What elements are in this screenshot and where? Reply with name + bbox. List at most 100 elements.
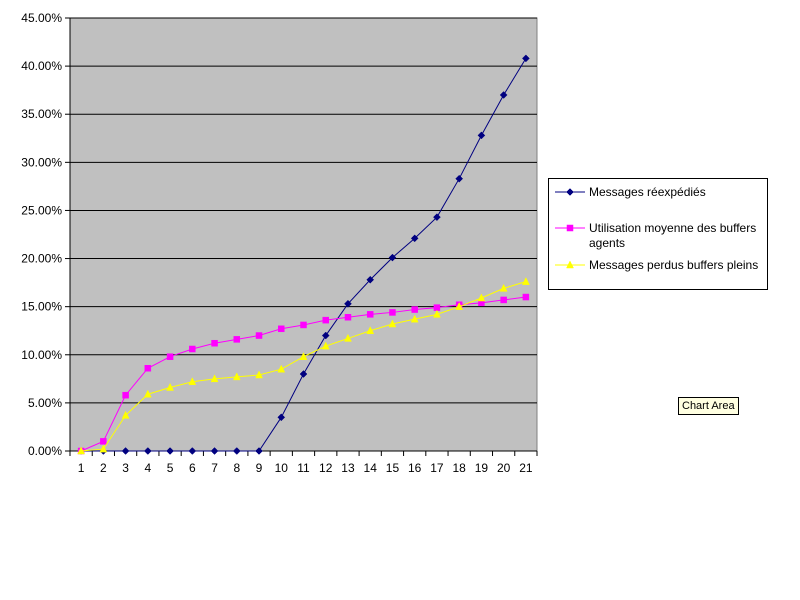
data-point-square[interactable] xyxy=(389,309,396,316)
data-point-diamond[interactable] xyxy=(255,447,263,455)
data-point-square[interactable] xyxy=(344,314,352,321)
data-point-square[interactable] xyxy=(366,311,374,318)
data-point-diamond[interactable] xyxy=(433,213,441,222)
data-point-triangle[interactable] xyxy=(99,444,108,453)
data-point-square[interactable] xyxy=(500,296,507,304)
data-point-diamond[interactable] xyxy=(522,54,530,63)
data-point-square[interactable] xyxy=(522,293,530,301)
data-point-diamond[interactable] xyxy=(410,234,419,243)
x-tick-label: 21 xyxy=(519,461,533,475)
x-tick-label: 7 xyxy=(211,461,218,475)
y-axis: 0.00% 5.00% 10.00% 15.00% 20.00% 25.00% 30.00%… xyxy=(21,11,71,458)
data-point-triangle[interactable] xyxy=(188,377,197,385)
y-tick-label: 35.00% xyxy=(21,107,62,121)
data-point-square[interactable] xyxy=(100,438,107,445)
y-tick-label: 30.00% xyxy=(21,155,62,169)
data-point-triangle[interactable] xyxy=(521,277,530,285)
data-point-square[interactable] xyxy=(278,325,285,333)
x-axis: 1 2 3 4 5 6 7 8 9 10 11 12 13 14 15 16 17 18 19 20 21 xyxy=(69,450,538,475)
data-point-diamond[interactable] xyxy=(388,253,397,262)
data-point-triangle[interactable] xyxy=(410,314,419,323)
data-point-triangle[interactable] xyxy=(499,283,508,292)
y-tick-label: 40.00% xyxy=(21,59,62,73)
x-tick-label: 20 xyxy=(497,461,511,475)
data-point-square[interactable] xyxy=(122,391,129,399)
y-tick-label: 0.00% xyxy=(28,444,62,458)
data-point-square[interactable] xyxy=(255,332,263,339)
data-point-square[interactable] xyxy=(300,321,307,329)
x-tick-label: 16 xyxy=(408,461,422,475)
legend-label-series-3: Messages perdus buffers pleins xyxy=(589,258,759,272)
legend-label-series-1: Messages réexpédiés xyxy=(589,185,706,199)
data-point-diamond[interactable] xyxy=(232,447,241,455)
data-point-triangle[interactable] xyxy=(366,326,375,334)
data-point-square[interactable] xyxy=(166,353,174,360)
data-point-triangle[interactable] xyxy=(477,293,486,302)
data-point-diamond[interactable] xyxy=(277,413,286,422)
data-point-diamond[interactable] xyxy=(499,91,508,99)
data-point-triangle[interactable] xyxy=(433,309,441,318)
series-layer xyxy=(77,54,530,455)
y-tick-label: 45.00% xyxy=(21,11,62,25)
data-point-triangle[interactable] xyxy=(232,372,241,381)
x-tick-label: 11 xyxy=(297,461,310,475)
data-point-triangle[interactable] xyxy=(277,364,286,373)
x-tick-label: 19 xyxy=(475,461,489,475)
data-point-triangle[interactable] xyxy=(77,446,86,455)
x-tick-label: 4 xyxy=(144,461,151,475)
data-point-triangle[interactable] xyxy=(210,374,219,383)
x-tick-label: 10 xyxy=(275,461,289,475)
data-point-triangle[interactable] xyxy=(255,370,263,379)
data-point-square[interactable] xyxy=(411,306,418,313)
x-tick-label: 17 xyxy=(430,461,444,475)
y-tick-label: 5.00% xyxy=(28,396,62,410)
y-tick-label: 25.00% xyxy=(21,203,62,217)
data-point-diamond[interactable] xyxy=(121,447,130,455)
data-point-square[interactable] xyxy=(144,364,152,372)
plot-area[interactable] xyxy=(69,17,538,452)
legend[interactable]: Messages réexpédiés Utilisation moyenne … xyxy=(548,178,768,290)
x-tick-label: 6 xyxy=(189,461,196,475)
x-tick-label: 2 xyxy=(100,461,107,475)
y-tick-label: 10.00% xyxy=(21,348,62,362)
legend-marker-square-icon xyxy=(555,224,585,232)
data-point-triangle[interactable] xyxy=(388,319,397,328)
data-point-triangle[interactable] xyxy=(455,302,464,310)
data-point-diamond[interactable] xyxy=(299,370,308,378)
chart-area-tooltip: Chart Area xyxy=(678,397,739,415)
data-point-diamond[interactable] xyxy=(166,447,174,455)
data-point-square[interactable] xyxy=(433,304,441,311)
series-3 xyxy=(77,277,530,455)
data-point-square[interactable] xyxy=(211,339,218,347)
y-tick-label: 15.00% xyxy=(21,300,62,314)
data-point-triangle[interactable] xyxy=(121,410,130,419)
data-point-diamond[interactable] xyxy=(188,447,197,455)
data-point-diamond[interactable] xyxy=(321,331,330,340)
x-tick-label: 18 xyxy=(452,461,466,475)
data-point-diamond[interactable] xyxy=(210,447,219,455)
data-point-triangle[interactable] xyxy=(299,352,308,360)
gridlines xyxy=(70,17,537,404)
x-tick-label: 9 xyxy=(256,461,263,475)
data-point-triangle[interactable] xyxy=(344,333,352,342)
data-point-diamond[interactable] xyxy=(366,275,375,284)
data-point-diamond[interactable] xyxy=(477,131,486,140)
x-tick-label: 3 xyxy=(122,461,129,475)
data-point-square[interactable] xyxy=(233,336,241,343)
x-tick-label: 5 xyxy=(167,461,174,475)
x-tick-label: 14 xyxy=(364,461,378,475)
data-point-diamond[interactable] xyxy=(143,447,152,455)
data-point-triangle[interactable] xyxy=(166,382,174,391)
data-point-diamond[interactable] xyxy=(344,299,352,308)
legend-marker-triangle-icon xyxy=(555,260,585,269)
data-point-diamond[interactable] xyxy=(455,174,464,183)
x-tick-label: 13 xyxy=(341,461,355,475)
data-point-square[interactable] xyxy=(189,345,196,353)
y-tick-label: 20.00% xyxy=(21,252,62,266)
data-point-triangle[interactable] xyxy=(143,389,152,398)
data-point-square[interactable] xyxy=(322,316,329,324)
x-tick-label: 15 xyxy=(386,461,400,475)
data-point-triangle[interactable] xyxy=(321,341,330,350)
